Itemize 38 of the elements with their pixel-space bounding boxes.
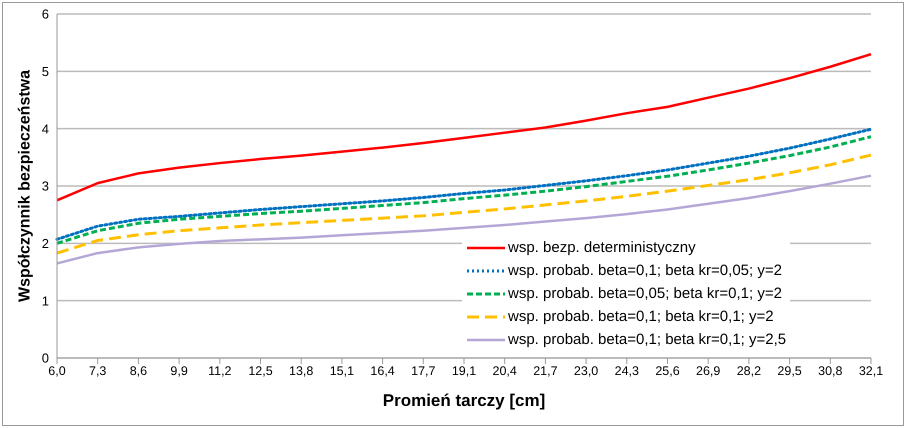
x-tick-label: 28,2	[736, 364, 762, 378]
x-tick-label: 19,1	[452, 364, 476, 378]
line-series	[56, 52, 872, 202]
x-tick-label: 32,1	[858, 364, 884, 378]
x-tick-label: 15,1	[330, 364, 354, 378]
x-tick-label: 21,7	[533, 364, 558, 378]
y-axis-title: Współczynnik bezpieczeństwa	[16, 70, 34, 302]
legend-label: wsp. probab. beta=0,05; beta kr=0,1; y=2	[508, 285, 782, 302]
y-tick-label: 6	[42, 6, 49, 22]
y-tick-label: 5	[42, 64, 49, 79]
x-tick-label: 20,4	[492, 364, 517, 378]
x-tick-label: 13,8	[289, 364, 314, 378]
y-tick-label: 2	[42, 236, 49, 251]
x-tick-label: 23,0	[574, 364, 598, 378]
x-tick-label: 26,9	[696, 364, 720, 378]
line-series	[56, 174, 872, 265]
y-tick-label: 3	[42, 178, 49, 194]
x-tick-label: 29,5	[777, 364, 802, 378]
x-tick-label: 25,6	[655, 364, 680, 378]
x-tick-label: 12,5	[248, 364, 273, 378]
x-axis-title: Promień tarczy [cm]	[382, 391, 546, 410]
legend-label: wsp. probab. beta=0,1; beta kr=0,1; y=2	[508, 308, 774, 325]
x-tick-label: 6,0	[48, 364, 66, 378]
legend-label: wsp. probab. beta=0,1; beta kr=0,1; y=2,5	[508, 331, 786, 348]
x-tick-label: 7,3	[89, 364, 106, 378]
y-tick-label: 0	[42, 350, 49, 366]
y-tick-label: 4	[42, 121, 49, 136]
legend-label: wsp. bezp. deterministyczny	[508, 239, 696, 256]
x-tick-label: 17,7	[411, 364, 436, 378]
x-tick-label: 9,9	[170, 364, 188, 378]
x-tick-label: 30,8	[818, 364, 843, 378]
legend-label: wsp. probab. beta=0,1; beta kr=0,05; y=2	[508, 262, 782, 279]
x-tick-label: 11,2	[208, 364, 232, 378]
y-tick-label: 1	[42, 293, 49, 308]
x-tick-label: 16,4	[370, 364, 395, 378]
x-tick-label: 8,6	[130, 364, 148, 378]
line-series	[56, 154, 872, 255]
x-tick-label: 24,3	[614, 364, 640, 378]
